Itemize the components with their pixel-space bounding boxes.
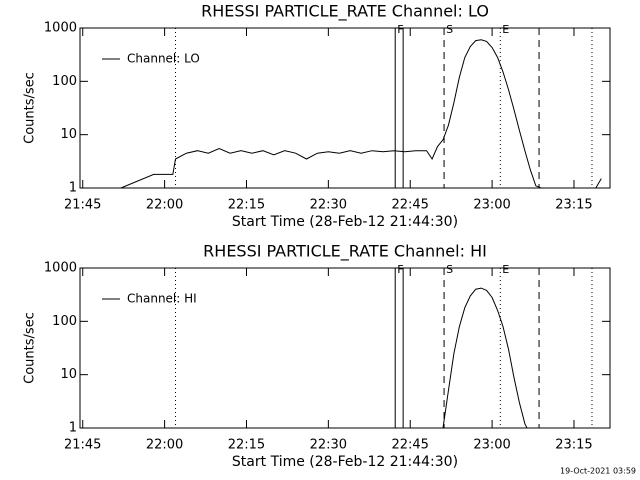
x-tick-label: 22:45	[391, 438, 428, 453]
marker-label: S	[446, 263, 453, 276]
data-line	[442, 287, 528, 428]
x-tick-label: 23:15	[555, 438, 592, 453]
x-axis-title: Start Time (28-Feb-12 21:44:30)	[232, 454, 458, 470]
y-axis-title: Counts/sec	[23, 72, 38, 144]
x-tick-label: 22:00	[146, 438, 183, 453]
x-tick-label: 23:00	[473, 438, 510, 453]
y-tick-label: 100	[52, 314, 77, 329]
x-tick-label: 22:45	[391, 198, 428, 213]
x-tick-label: 21:45	[64, 198, 101, 213]
plot-frame	[79, 27, 611, 189]
x-tick-label: 22:00	[146, 198, 183, 213]
plot-frame	[79, 267, 611, 429]
x-tick-label: 21:45	[64, 438, 101, 453]
y-tick-label: 1000	[44, 21, 77, 36]
marker-label: E	[502, 263, 509, 276]
y-tick-label: 10	[60, 127, 77, 142]
y-axis-title: Counts/sec	[23, 312, 38, 384]
data-line	[82, 39, 602, 188]
x-tick-label: 22:15	[228, 198, 265, 213]
y-tick-label: 1	[69, 421, 77, 436]
x-tick-label: 22:30	[310, 198, 347, 213]
y-tick-label: 10	[60, 367, 77, 382]
legend-label: Channel: LO	[127, 52, 200, 66]
chart-title: RHESSI PARTICLE_RATE Channel: HI	[203, 242, 487, 262]
y-tick-label: 1000	[44, 261, 77, 276]
marker-label: S	[446, 23, 453, 36]
marker-label: F	[397, 263, 403, 276]
x-tick-label: 23:15	[555, 198, 592, 213]
chart-title: RHESSI PARTICLE_RATE Channel: LO	[201, 2, 489, 22]
y-tick-label: 100	[52, 74, 77, 89]
x-tick-label: 22:30	[310, 438, 347, 453]
x-tick-label: 23:00	[473, 198, 510, 213]
marker-label: F	[397, 23, 403, 36]
footer: 19-Oct-2021 03:59	[560, 467, 636, 476]
x-axis-title: Start Time (28-Feb-12 21:44:30)	[232, 214, 458, 230]
marker-label: E	[502, 23, 509, 36]
legend-label: Channel: HI	[127, 292, 197, 306]
y-tick-label: 1	[69, 181, 77, 196]
x-tick-label: 22:15	[228, 438, 265, 453]
